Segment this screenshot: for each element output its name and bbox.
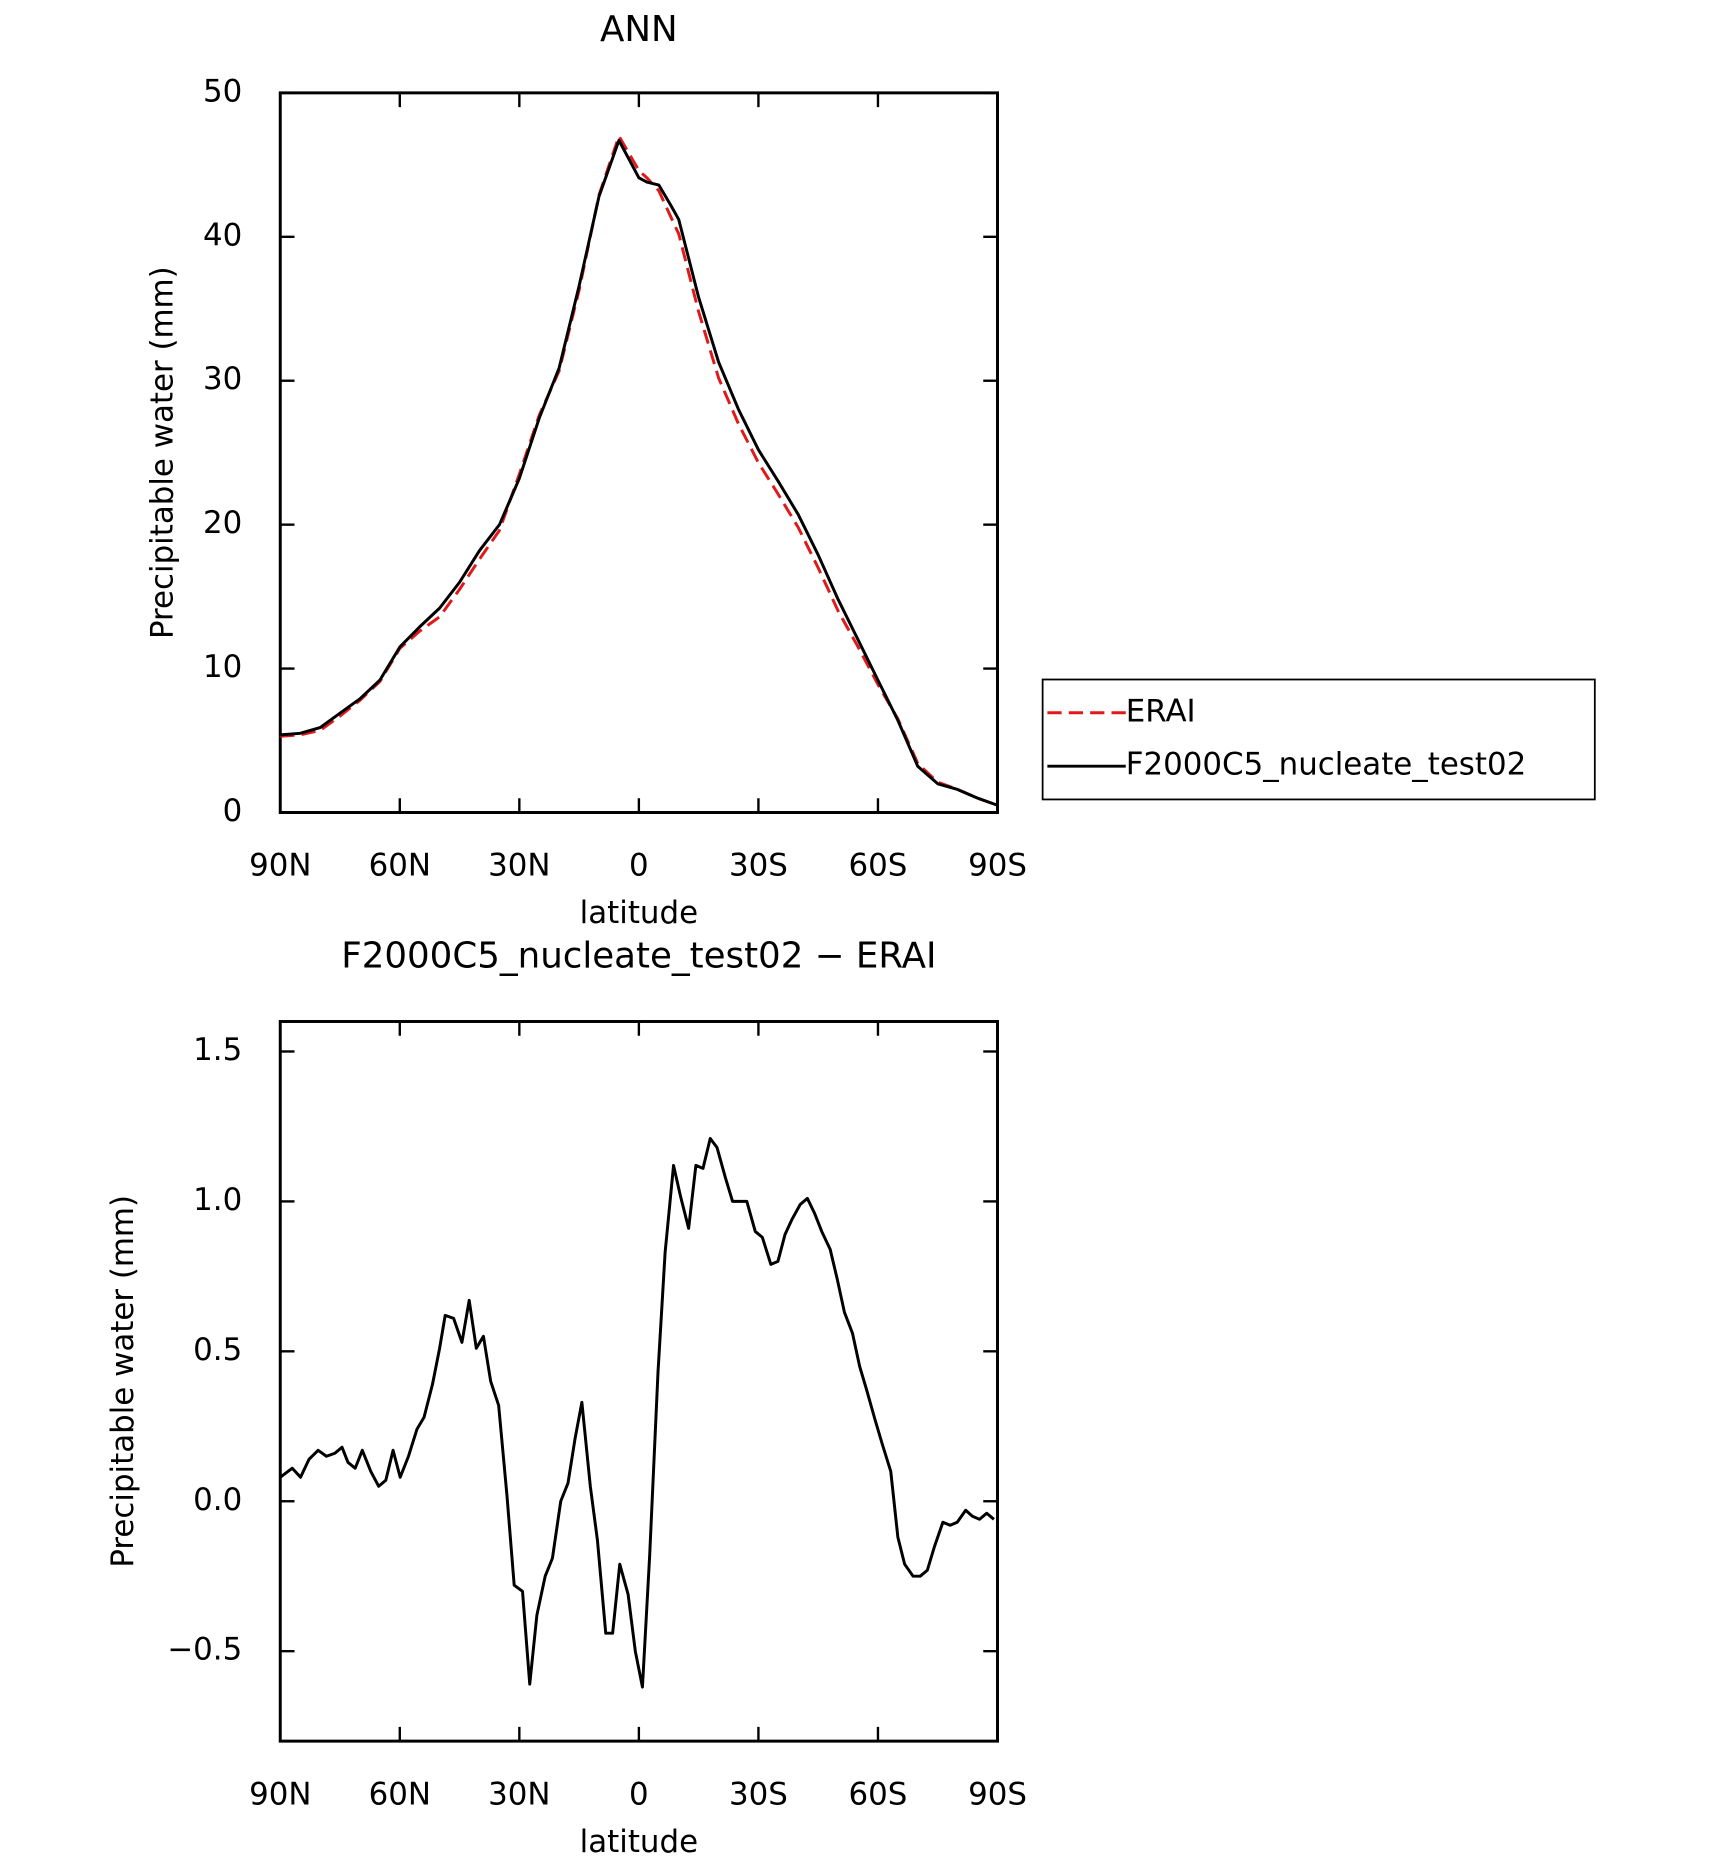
y-tick-label: 1.5 [193, 1032, 242, 1068]
legend-label: F2000C5_nucleate_test02 [1126, 747, 1527, 783]
y-tick-label: 20 [203, 505, 242, 541]
y-tick-label: 50 [203, 73, 242, 109]
x-tick-label: 0 [629, 1776, 649, 1812]
y-tick-label: 0 [223, 793, 243, 829]
x-tick-label: 30N [488, 848, 550, 884]
x-tick-label: 60S [849, 848, 908, 884]
y-tick-label: 40 [203, 217, 242, 253]
x-tick-label: 60N [369, 1776, 431, 1812]
plot-frame [278, 91, 999, 814]
x-tick-label: 90N [249, 848, 311, 884]
data-line [280, 138, 998, 807]
x-tick-label: 90N [249, 1776, 311, 1812]
data-line [279, 1136, 995, 1689]
x-axis-label: latitude [580, 1824, 698, 1860]
y-tick-label: 0.5 [193, 1332, 242, 1368]
legend-label: ERAI [1126, 693, 1196, 729]
chart-title: F2000C5_nucleate_test02 − ERAI [341, 935, 936, 976]
data-line [280, 134, 998, 807]
x-tick-label: 0 [629, 848, 649, 884]
legend-box [1041, 678, 1596, 801]
plot-frame [278, 1020, 999, 1743]
x-tick-label: 30N [488, 1776, 550, 1812]
x-tick-label: 60S [849, 1776, 908, 1812]
x-tick-label: 60N [369, 848, 431, 884]
x-tick-label: 90S [968, 1776, 1027, 1812]
x-axis-label: latitude [580, 895, 698, 931]
y-tick-label: 0.0 [193, 1482, 242, 1518]
y-tick-label: 10 [203, 649, 242, 685]
y-axis-label: Precipitable water (mm) [144, 266, 180, 639]
chart-title: ANN [600, 9, 678, 50]
x-tick-label: 30S [729, 848, 788, 884]
x-tick-label: 90S [968, 848, 1027, 884]
y-tick-label: 1.0 [193, 1182, 242, 1218]
x-tick-label: 30S [729, 1776, 788, 1812]
y-tick-label: 30 [203, 361, 242, 397]
y-tick-label: −0.5 [167, 1632, 242, 1668]
y-axis-label: Precipitable water (mm) [105, 1195, 141, 1568]
